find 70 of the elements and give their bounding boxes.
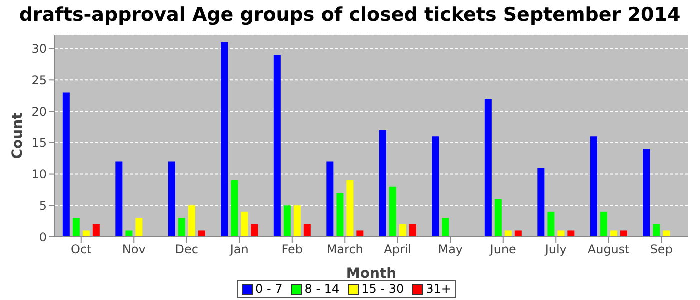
bar [504,230,512,237]
x-axis-title: Month [346,266,397,282]
legend-label: 8 - 14 [304,282,340,296]
x-tick-label: March [326,242,364,257]
bar [442,218,450,237]
bar [116,162,123,237]
bar [600,212,608,237]
bar [432,136,440,237]
x-tick-label: August [588,242,630,257]
bar [568,230,575,237]
bar [178,218,186,237]
x-tick-label: Nov [122,242,146,257]
bar [198,230,206,237]
bar [251,224,258,237]
bar [326,162,334,237]
y-tick-label: 5 [39,198,47,213]
bar [336,193,344,237]
bar [389,186,396,237]
bar [274,55,281,237]
x-tick-label: Sep [650,242,673,257]
bar [231,180,238,237]
x-tick-label: Jan [229,242,249,257]
bar [484,98,492,237]
bar [558,230,565,237]
bar [221,42,228,237]
x-tick-label: July [544,242,567,257]
x-tick-label: Dec [175,242,198,257]
bar [610,230,618,237]
bar [548,212,555,237]
bar [346,180,354,237]
y-tick-label: 25 [32,73,47,88]
bar [126,230,133,237]
x-tick-label: Oct [71,242,92,257]
x-tick-label: June [489,242,516,257]
bar [136,218,143,237]
y-tick-label: 0 [39,230,47,244]
bar [168,162,176,237]
bar [643,149,650,237]
bar [399,224,406,237]
y-tick-label: 10 [32,168,47,182]
y-axis-title: Count [10,112,26,160]
bar [590,136,598,237]
bar [653,224,660,237]
legend-label: 0 - 7 [254,282,283,296]
legend-label: 15 - 30 [360,282,404,296]
bar [494,199,502,237]
x-tick-label: Feb [282,242,303,257]
y-tick-label: 20 [32,104,47,119]
bar [82,230,90,237]
y-tick-label: 30 [32,42,47,56]
bar [72,218,80,237]
legend-label: 31+ [425,282,452,296]
bar [241,212,248,237]
bar [409,224,416,237]
bar [620,230,628,237]
bar [294,206,301,237]
bar [62,92,70,237]
chart-title: drafts-approval Age groups of closed tickets September 2014 [18,3,682,28]
bar [663,230,670,237]
bar [356,230,364,237]
y-tick-label: 15 [32,136,47,150]
bar [304,224,311,237]
bar [188,206,196,237]
bar [538,168,545,237]
bar [379,130,386,237]
bar [514,230,522,237]
bar [284,206,291,237]
x-tick-label: May [438,242,464,257]
bar [92,224,100,237]
x-tick-label: April [384,242,412,257]
